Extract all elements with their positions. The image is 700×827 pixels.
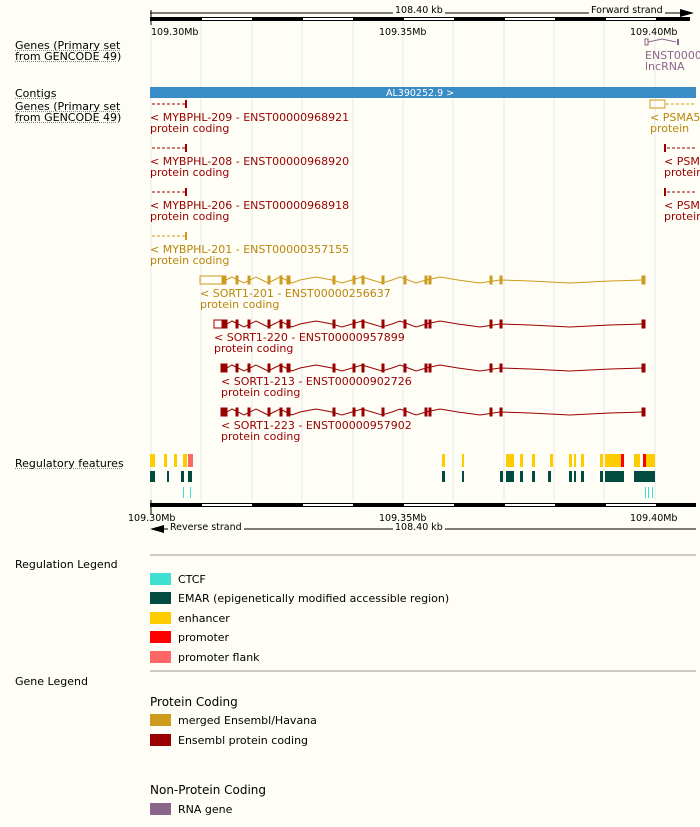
bottom-ruler-strand: Reverse strand xyxy=(168,522,244,533)
top-ruler-span: 108.40 kb xyxy=(393,5,445,16)
legend-label-promoter: promoter xyxy=(178,632,229,644)
legend-label-ctcf: CTCF xyxy=(178,574,206,586)
legend-label-merged: merged Ensembl/Havana xyxy=(178,715,317,727)
mybphl-201-graphic[interactable] xyxy=(152,232,187,240)
ensembl-protein-coding-swatch xyxy=(150,734,171,746)
transcript-biotype: protein coding xyxy=(150,211,229,222)
regulation-legend-title: Regulation Legend xyxy=(15,559,118,570)
right-transcripts-clip: < PSMA5- protein < PSMA protein < PSMA p… xyxy=(650,112,700,222)
legend-label-enhancer: enhancer xyxy=(178,613,230,625)
mybphl-208-graphic[interactable] xyxy=(152,144,187,152)
transcript-biotype: protein coding xyxy=(150,123,229,134)
sort1-201-graphic[interactable] xyxy=(200,276,645,284)
legend-label-promoter-flank: promoter flank xyxy=(178,652,260,664)
emar-swatch xyxy=(150,592,171,604)
sort1-223-graphic[interactable] xyxy=(221,408,645,416)
transcript-biotype: protein coding xyxy=(150,255,229,266)
sort1-220-graphic[interactable] xyxy=(214,320,645,328)
top-tick-label: 109.30Mb xyxy=(151,27,198,38)
bottom-ruler-span: 108.40 kb xyxy=(393,522,445,533)
legend-label-rna-gene: RNA gene xyxy=(178,804,232,816)
track-label-regulatory[interactable]: Regulatory features xyxy=(15,458,124,469)
track-label-genes-reverse[interactable]: Genes (Primary set from GENCODE 49) xyxy=(15,101,121,123)
mybphl-209-graphic[interactable] xyxy=(152,100,187,108)
sort1-213-graphic[interactable] xyxy=(221,364,645,372)
protein-coding-heading: Protein Coding xyxy=(150,695,238,709)
forward-gene-biotype: lncRNA xyxy=(645,61,684,72)
promoter-flank-swatch xyxy=(150,651,171,663)
transcript-biotype: protein xyxy=(650,123,689,134)
top-ruler-strand: Forward strand xyxy=(589,5,665,16)
bottom-tick-label: 109.40Mb xyxy=(630,513,677,524)
transcript-biotype: protein coding xyxy=(150,167,229,178)
transcript-biotype: protein coding xyxy=(221,387,300,398)
ctcf-swatch xyxy=(150,573,171,585)
promoter-swatch xyxy=(150,631,171,643)
gene-legend-title: Gene Legend xyxy=(15,676,88,687)
legend-label-emar: EMAR (epigenetically modified accessible… xyxy=(178,593,449,605)
track-label-genes-forward[interactable]: Genes (Primary set from GENCODE 49) xyxy=(15,40,121,62)
top-tick-label: 109.35Mb xyxy=(379,27,426,38)
transcript-biotype: protein xyxy=(664,167,700,178)
merged-ensembl-havana-swatch xyxy=(150,714,171,726)
psma5-graphic[interactable] xyxy=(650,100,696,108)
transcript-biotype: protein xyxy=(664,211,700,222)
transcript-biotype: protein coding xyxy=(221,431,300,442)
non-protein-coding-heading: Non-Protein Coding xyxy=(150,783,266,797)
enhancer-swatch xyxy=(150,612,171,624)
contig-label[interactable]: AL390252.9 > xyxy=(386,88,454,99)
transcript-biotype: protein coding xyxy=(200,299,279,310)
forward-lncrna-gene[interactable] xyxy=(645,39,679,45)
legend-label-ensembl-protein-coding: Ensembl protein coding xyxy=(178,735,308,747)
mybphl-206-graphic[interactable] xyxy=(152,188,187,196)
track-label-contigs[interactable]: Contigs xyxy=(15,88,56,99)
rna-gene-swatch xyxy=(150,803,171,815)
top-tick-label: 109.40Mb xyxy=(630,27,677,38)
transcript-biotype: protein coding xyxy=(214,343,293,354)
